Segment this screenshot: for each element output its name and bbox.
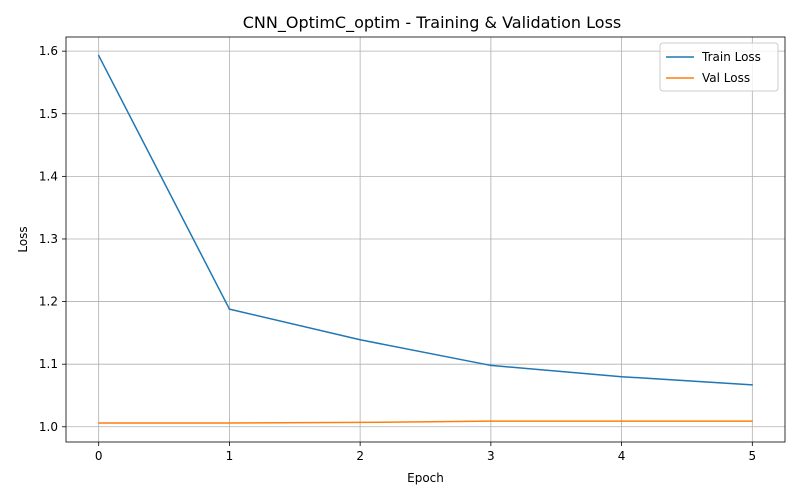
y-axis-label: Loss <box>16 226 30 252</box>
grid-layer <box>66 37 785 442</box>
train-loss-point <box>490 364 492 367</box>
train-loss-line <box>98 55 753 386</box>
train-loss-point <box>228 308 231 310</box>
plot-frame <box>65 36 786 443</box>
tick-layer: 0 1 2 3 4 5 1.0 1.1 1.2 1.3 1.4 1.5 1.6 <box>39 44 756 463</box>
y-tick-label: 1.5 <box>39 107 58 121</box>
x-tick-label: 3 <box>487 449 495 463</box>
y-tick-label: 1.2 <box>39 295 58 309</box>
train-loss-point <box>97 54 100 57</box>
series-layer <box>97 54 754 424</box>
train-loss-point <box>620 375 623 378</box>
y-tick-label: 1.6 <box>39 44 58 58</box>
y-tick-label: 1.0 <box>39 420 58 434</box>
train-loss-point <box>359 339 361 341</box>
val-loss-point <box>359 421 361 424</box>
val-loss-legend-label: Val Loss <box>702 71 750 85</box>
val-loss-point <box>751 420 754 422</box>
legend: Train Loss Val Loss <box>659 42 779 92</box>
x-tick-label: 2 <box>356 449 364 463</box>
x-tick-label: 0 <box>95 449 103 463</box>
x-tick-label: 5 <box>748 449 756 463</box>
x-tick-label: 4 <box>618 449 626 463</box>
val-loss-point <box>490 420 492 422</box>
x-axis-label: Epoch <box>407 471 444 485</box>
val-loss-line <box>98 420 753 424</box>
x-tick-label: 1 <box>226 449 234 463</box>
y-tick-label: 1.1 <box>39 357 58 371</box>
train-loss-legend-label: Train Loss <box>701 50 761 64</box>
train-loss-point <box>751 384 754 386</box>
val-loss-point <box>620 420 623 422</box>
val-loss-point <box>228 422 231 424</box>
chart-title: CNN_OptimC_optim - Training & Validation… <box>243 13 622 33</box>
y-tick-label: 1.4 <box>39 169 58 183</box>
val-loss-point <box>97 422 100 424</box>
y-tick-label: 1.3 <box>39 232 58 246</box>
legend-frame <box>659 42 779 92</box>
